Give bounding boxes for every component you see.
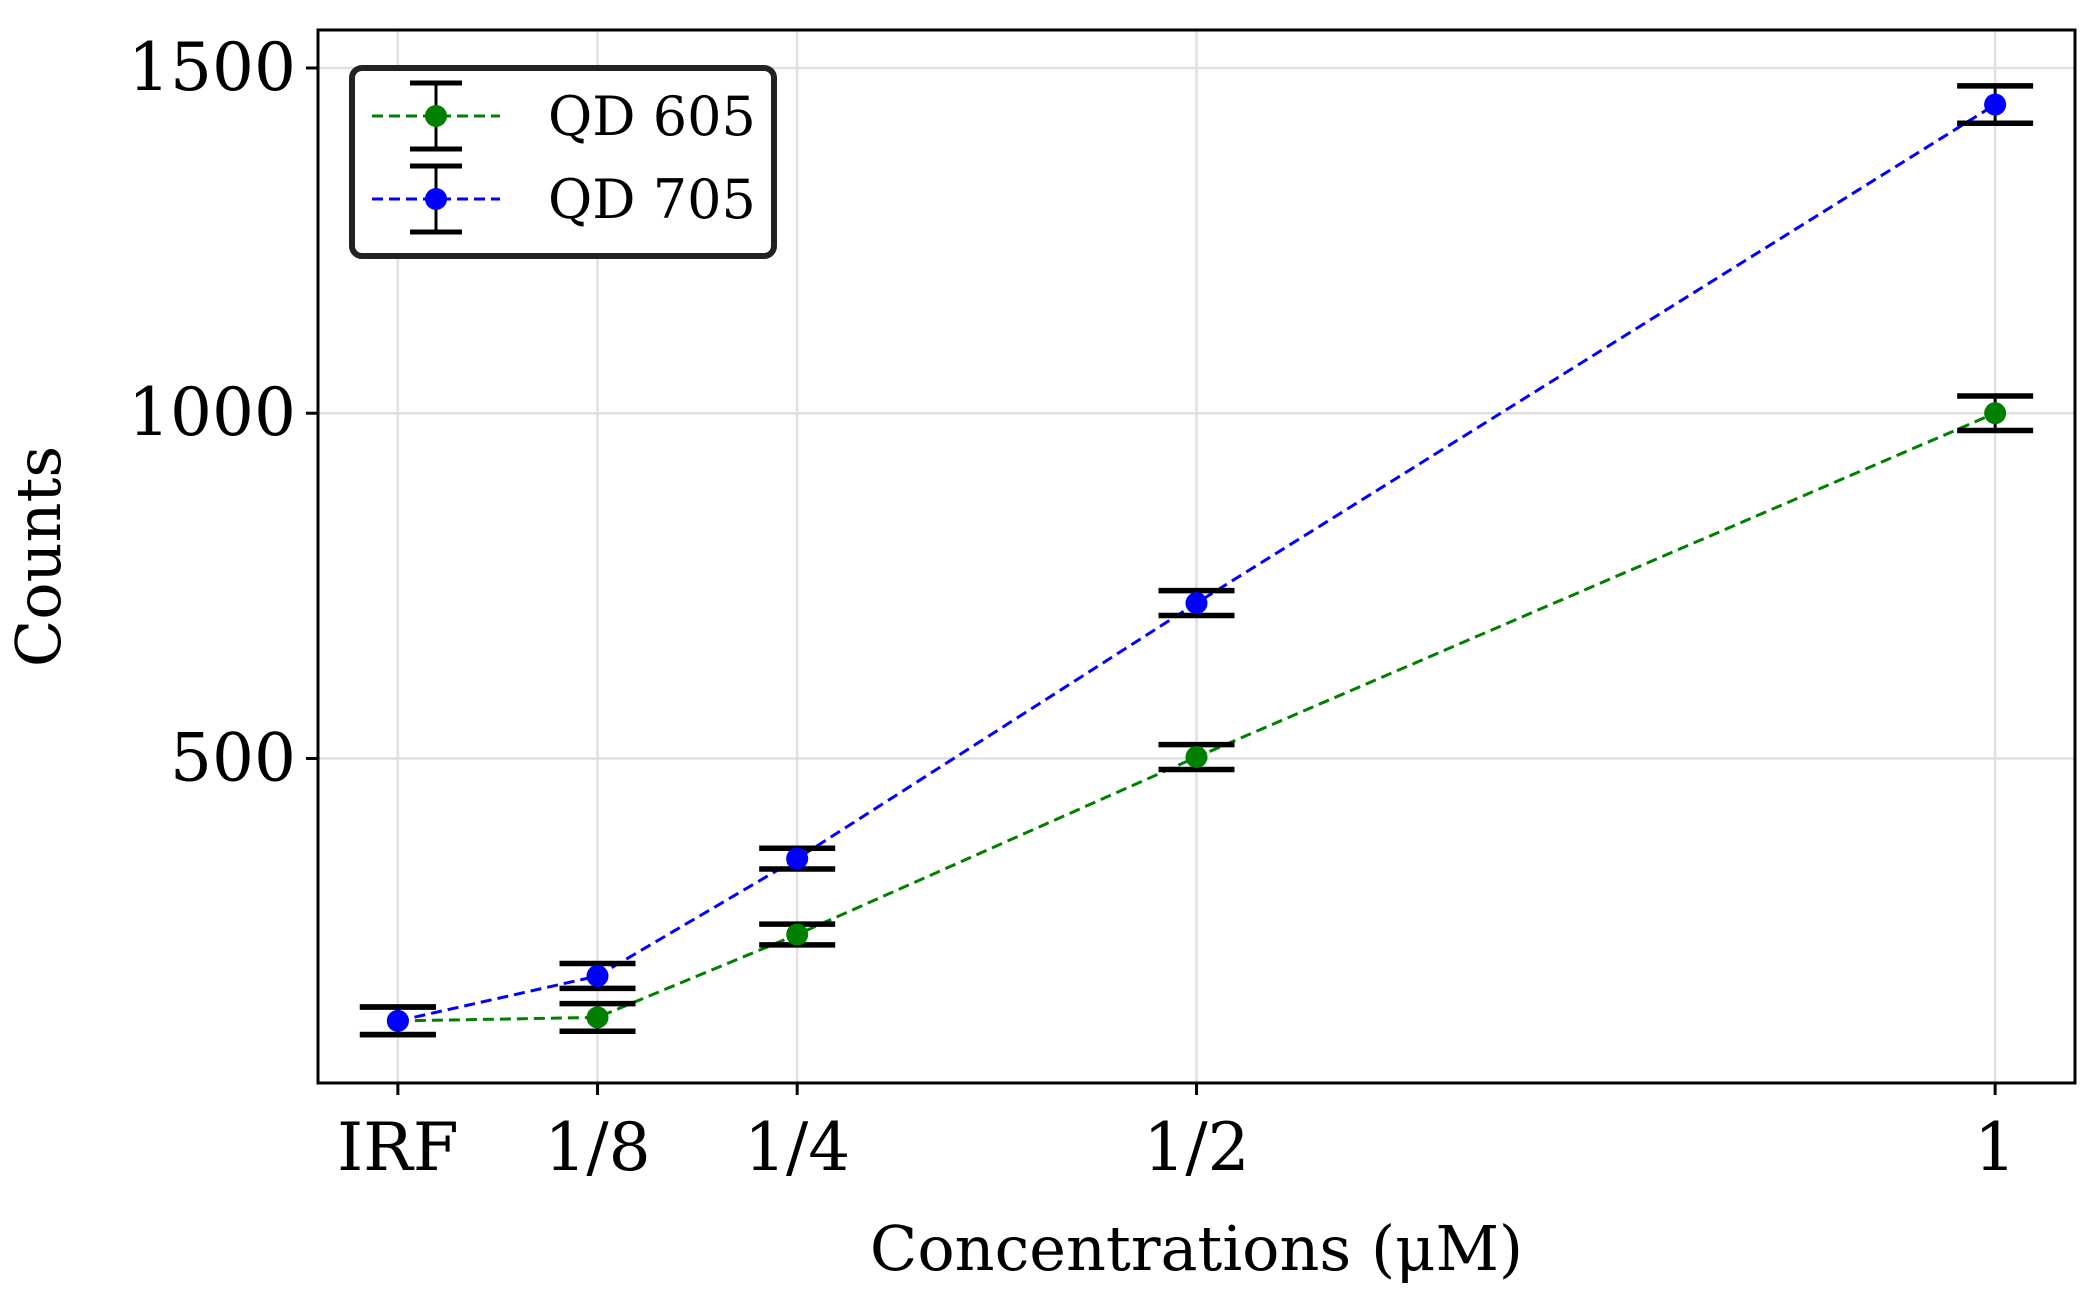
x-tick-label: 1/4 [744, 1109, 850, 1186]
x-tick-label: 1/2 [1143, 1109, 1249, 1186]
x-axis-title: Concentrations (μM) [870, 1212, 1523, 1285]
y-tick-label: 1000 [128, 374, 296, 451]
x-tick-label: 1/8 [544, 1109, 650, 1186]
series-line [397, 103, 1996, 1023]
data-point [386, 1009, 409, 1032]
legend-marker [425, 188, 447, 210]
legend-marker [425, 105, 447, 127]
data-point [1185, 592, 1208, 615]
y-tick-label: 500 [170, 719, 296, 796]
x-tick-label: IRF [337, 1109, 459, 1186]
series-layer [359, 83, 2034, 1038]
x-tick-label: 1 [1974, 1109, 2016, 1186]
legend: QD 605 QD 705 [349, 65, 777, 259]
data-point [786, 923, 809, 946]
series-qd-705 [359, 83, 2034, 1038]
legend-label: QD 605 [548, 85, 756, 148]
data-point [1984, 93, 2007, 116]
data-point [586, 964, 609, 987]
data-point [586, 1006, 609, 1029]
legend-label: QD 705 [548, 168, 756, 231]
y-axis-title: Counts [2, 446, 75, 667]
data-point [1984, 402, 2007, 425]
data-point [786, 847, 809, 870]
y-tick-label: 1500 [128, 29, 296, 106]
data-point [1185, 746, 1208, 769]
